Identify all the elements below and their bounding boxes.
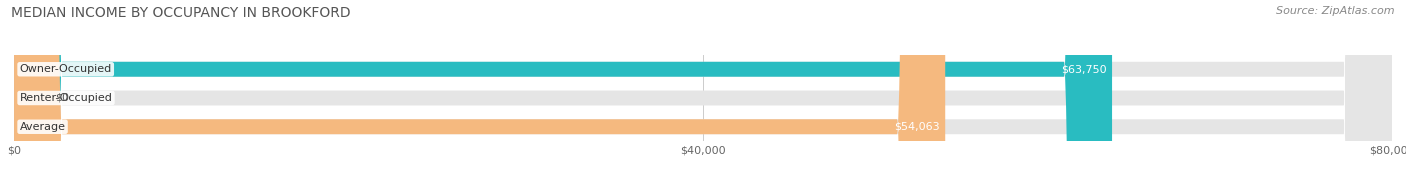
Text: Owner-Occupied: Owner-Occupied (20, 64, 112, 74)
Text: Average: Average (20, 122, 66, 132)
FancyBboxPatch shape (14, 0, 45, 196)
Text: $0: $0 (55, 93, 69, 103)
Text: MEDIAN INCOME BY OCCUPANCY IN BROOKFORD: MEDIAN INCOME BY OCCUPANCY IN BROOKFORD (11, 6, 352, 20)
FancyBboxPatch shape (14, 0, 1392, 196)
Text: Renter-Occupied: Renter-Occupied (20, 93, 112, 103)
Text: $54,063: $54,063 (894, 122, 939, 132)
FancyBboxPatch shape (14, 0, 1392, 196)
FancyBboxPatch shape (14, 0, 945, 196)
FancyBboxPatch shape (14, 0, 1112, 196)
FancyBboxPatch shape (14, 0, 1392, 196)
Text: Source: ZipAtlas.com: Source: ZipAtlas.com (1277, 6, 1395, 16)
Text: $63,750: $63,750 (1062, 64, 1107, 74)
